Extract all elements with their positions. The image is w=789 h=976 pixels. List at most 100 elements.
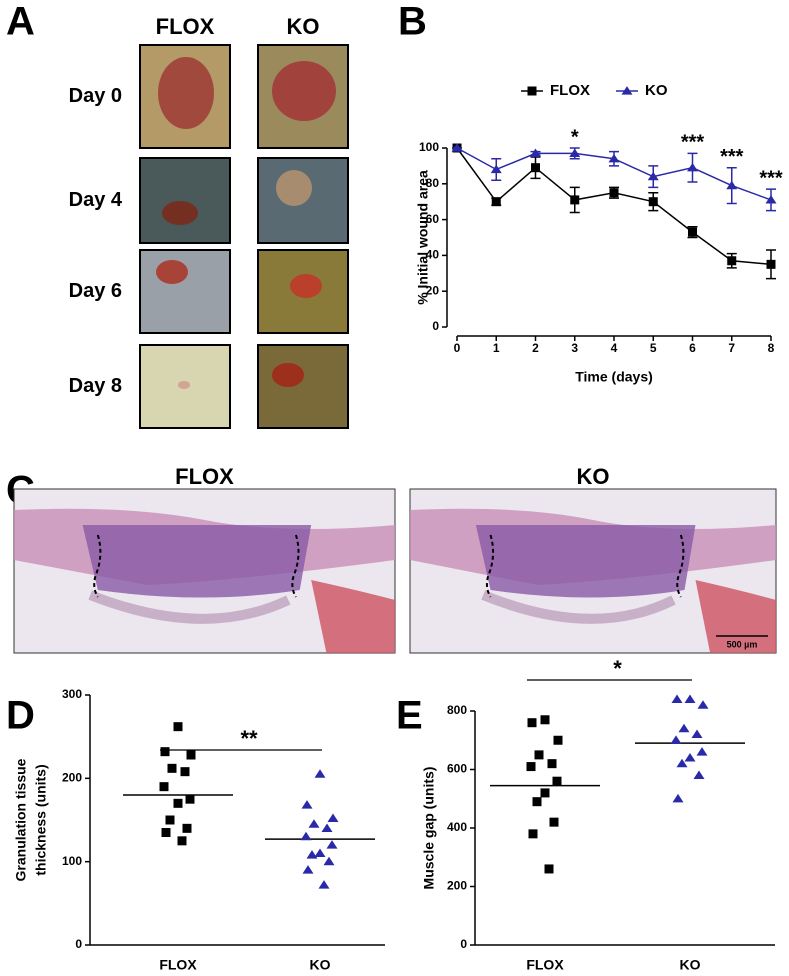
marker-triangle	[301, 800, 313, 809]
y-tick-label: 400	[447, 820, 467, 834]
marker-triangle	[678, 723, 690, 733]
marker-square	[173, 798, 183, 808]
boundary-dash	[676, 534, 685, 598]
tissue-subcutis	[88, 590, 291, 624]
marker-square	[549, 817, 559, 827]
y-tick-label: 600	[447, 762, 467, 776]
y-tick-label: 100	[62, 854, 82, 868]
marker-triangle	[647, 171, 659, 181]
marker-square	[491, 197, 501, 207]
marker-triangle	[530, 148, 541, 158]
marker-square	[570, 195, 580, 205]
section-title: KO	[577, 464, 610, 489]
significance-mark: ***	[681, 132, 705, 154]
column-heading: KO	[287, 14, 320, 39]
marker-triangle	[684, 752, 696, 762]
y-tick-label: 300	[62, 687, 82, 701]
marker-square	[648, 197, 658, 207]
marker-triangle	[672, 793, 684, 803]
marker-square	[727, 256, 737, 266]
y-tick-label: 20	[426, 283, 440, 297]
marker-triangle	[318, 880, 330, 889]
wound-area	[272, 61, 336, 121]
y-tick-label: 200	[447, 879, 467, 893]
wound-photo	[139, 249, 231, 334]
marker-triangle	[314, 848, 326, 857]
x-tick-label: 6	[689, 341, 696, 355]
row-label: Day 8	[69, 375, 122, 397]
marker-square	[531, 163, 540, 173]
scale-bar-label: 500 µm	[727, 639, 758, 649]
y-tick-label: 100	[419, 140, 439, 154]
wound-photo	[257, 344, 349, 429]
y-tick-label: 0	[75, 937, 82, 951]
x-tick-label: 2	[532, 341, 539, 355]
significance-mark: *	[613, 656, 622, 681]
x-tick-label: 3	[571, 341, 578, 355]
panel-label: B	[398, 0, 427, 44]
marker-triangle	[697, 700, 709, 709]
marker-square	[766, 259, 776, 269]
wound-area	[290, 274, 322, 298]
marker-square	[526, 762, 536, 772]
marker-triangle	[323, 856, 335, 866]
marker-square	[547, 759, 557, 769]
y-axis-label: Muscle gap (units)	[421, 767, 437, 890]
x-tick-label: FLOX	[159, 957, 197, 973]
x-axis-label: Time (days)	[575, 369, 653, 385]
row-label: Day 4	[69, 189, 123, 211]
marker-triangle	[314, 769, 326, 778]
y-tick-label: 200	[62, 771, 82, 785]
wound-photo	[139, 157, 231, 244]
y-axis-label: Granulation tissue	[13, 758, 29, 881]
marker-triangle	[765, 195, 777, 204]
significance-mark: ***	[759, 167, 783, 189]
x-tick-label: 7	[728, 341, 735, 355]
marker-triangle	[326, 840, 338, 849]
marker-triangle	[300, 831, 312, 841]
marker-square	[688, 227, 697, 237]
wound-area	[276, 170, 312, 206]
wound-area	[272, 363, 304, 387]
wound-area	[178, 381, 190, 389]
row-label: Day 0	[69, 85, 122, 107]
significance-mark: **	[240, 726, 258, 751]
y-tick-label: 40	[426, 248, 440, 262]
marker-triangle	[726, 180, 738, 190]
y-axis-label: % Initial wound area	[415, 170, 431, 305]
panel-label: E	[396, 694, 423, 738]
legend-label: KO	[645, 82, 668, 99]
marker-triangle	[321, 823, 333, 832]
marker-square	[528, 829, 538, 839]
tissue-muscle	[311, 580, 395, 653]
marker-triangle	[451, 143, 463, 152]
marker-triangle	[691, 729, 703, 739]
y-tick-label: 0	[460, 937, 467, 951]
tissue-granulation	[82, 525, 312, 598]
x-tick-label: 0	[454, 341, 461, 355]
x-tick-label: 4	[611, 341, 618, 355]
marker-square	[552, 776, 562, 786]
marker-square	[173, 722, 183, 732]
row-label: Day 6	[69, 280, 122, 302]
marker-square	[182, 823, 192, 833]
section-title: FLOX	[175, 464, 234, 489]
marker-square	[167, 763, 177, 773]
wound-area	[162, 201, 198, 225]
y-tick-label: 80	[426, 176, 440, 190]
marker-square	[161, 828, 171, 837]
marker-square	[532, 797, 542, 807]
marker-triangle	[327, 813, 339, 822]
marker-square	[186, 750, 196, 760]
marker-triangle	[308, 819, 320, 828]
marker-triangle	[621, 86, 633, 95]
marker-triangle	[608, 153, 620, 163]
boundary-dash	[485, 534, 495, 598]
marker-triangle	[676, 758, 688, 768]
boundary-dash	[93, 534, 102, 598]
tissue-muscle	[695, 580, 776, 653]
tissue-subcutis	[481, 590, 676, 624]
panel-label: D	[6, 694, 35, 738]
marker-triangle	[490, 164, 502, 174]
